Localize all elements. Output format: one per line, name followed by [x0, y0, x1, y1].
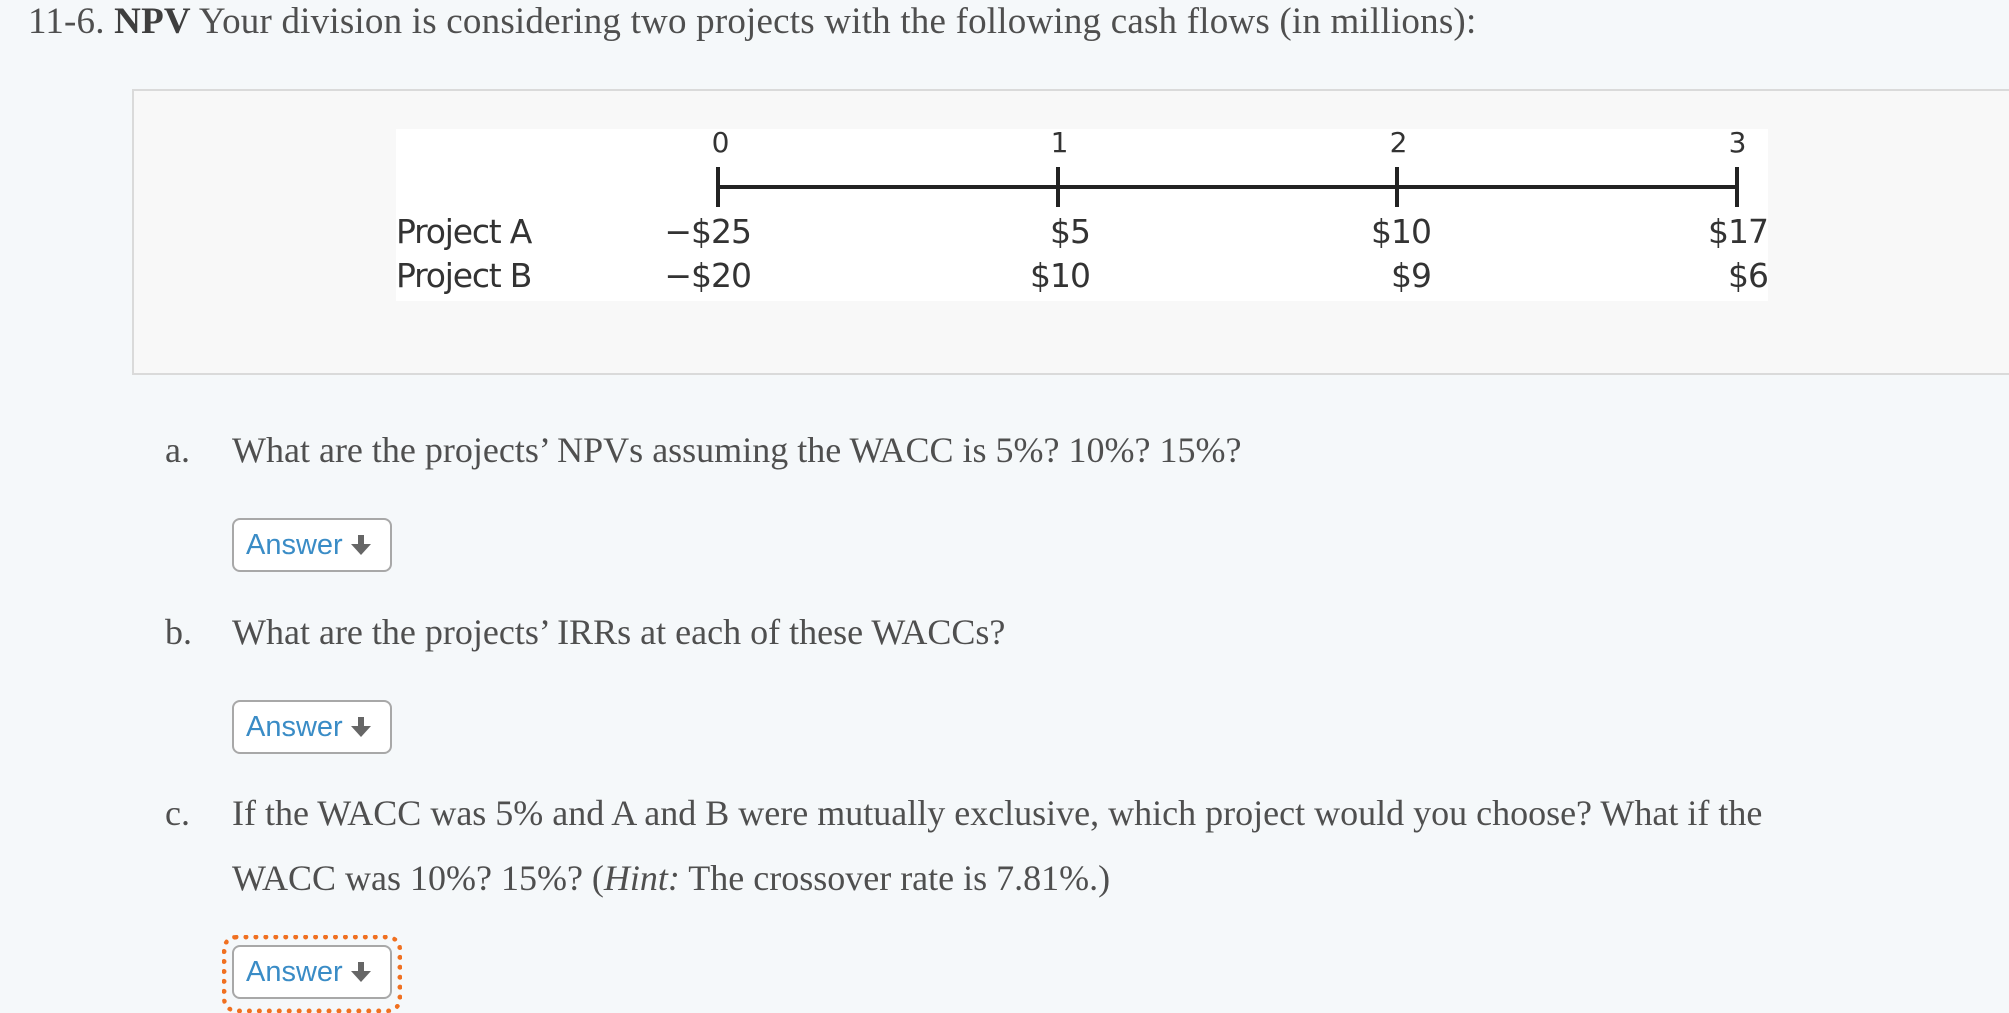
- answer-c-button[interactable]: Answer: [232, 945, 392, 999]
- period-label-1: 1: [1050, 126, 1069, 159]
- tick-0: [716, 167, 720, 207]
- question-a-letter: a.: [165, 430, 190, 470]
- arrow-down-icon: [350, 533, 371, 557]
- project-a-label: Project A: [396, 212, 532, 251]
- question-c-line2: WACC was 10%? 15%? (Hint: The crossover …: [232, 846, 1110, 910]
- answer-a-label: Answer: [246, 528, 343, 561]
- problem-number: 11-6.: [28, 1, 105, 42]
- arrow-down-icon: [350, 960, 371, 984]
- project-b-cf-1: $10: [1030, 256, 1091, 295]
- question-c-letter: c.: [165, 793, 190, 833]
- cash-flow-timeline: 0 1 2 3 Project A −$25 $5 $10 $17 Projec…: [396, 126, 1769, 301]
- question-c-line2-pre: WACC was 10%? 15%? (: [232, 858, 604, 898]
- project-a-cf-2: $10: [1371, 212, 1432, 251]
- question-c-line2-post: The crossover rate is 7.81%.): [679, 858, 1111, 898]
- problem-keyword: NPV: [114, 1, 191, 42]
- hint-label: Hint:: [603, 858, 680, 898]
- answer-c-label: Answer: [246, 955, 343, 988]
- question-b-text: What are the projects’ IRRs at each of t…: [232, 612, 1006, 652]
- project-b-cf-0: −$20: [664, 256, 752, 295]
- answer-a-button[interactable]: Answer: [232, 518, 392, 572]
- project-b-cf-2: $9: [1391, 256, 1432, 295]
- project-b-cf-3: $6: [1728, 256, 1769, 295]
- project-b-label: Project B: [396, 256, 532, 295]
- project-a-cf-3: $17: [1708, 212, 1769, 251]
- tick-2: [1395, 167, 1399, 207]
- tick-1: [1056, 167, 1060, 207]
- answer-b-label: Answer: [246, 710, 343, 743]
- question-c-line1: If the WACC was 5% and A and B were mutu…: [232, 793, 1763, 833]
- period-label-3: 3: [1728, 126, 1747, 159]
- problem-title: 11-6. NPV Your division is considering t…: [28, 0, 1476, 44]
- tick-3: [1735, 167, 1739, 207]
- timeline-axis: [718, 185, 1737, 189]
- problem-statement: Your division is considering two project…: [198, 1, 1477, 42]
- question-b-letter: b.: [165, 612, 192, 652]
- question-a-text: What are the projects’ NPVs assuming the…: [232, 430, 1242, 470]
- project-a-cf-0: −$25: [664, 212, 752, 251]
- answer-b-button[interactable]: Answer: [232, 700, 392, 754]
- project-a-cf-1: $5: [1050, 212, 1091, 251]
- arrow-down-icon: [350, 715, 371, 739]
- period-label-0: 0: [711, 126, 730, 159]
- period-label-2: 2: [1389, 126, 1408, 159]
